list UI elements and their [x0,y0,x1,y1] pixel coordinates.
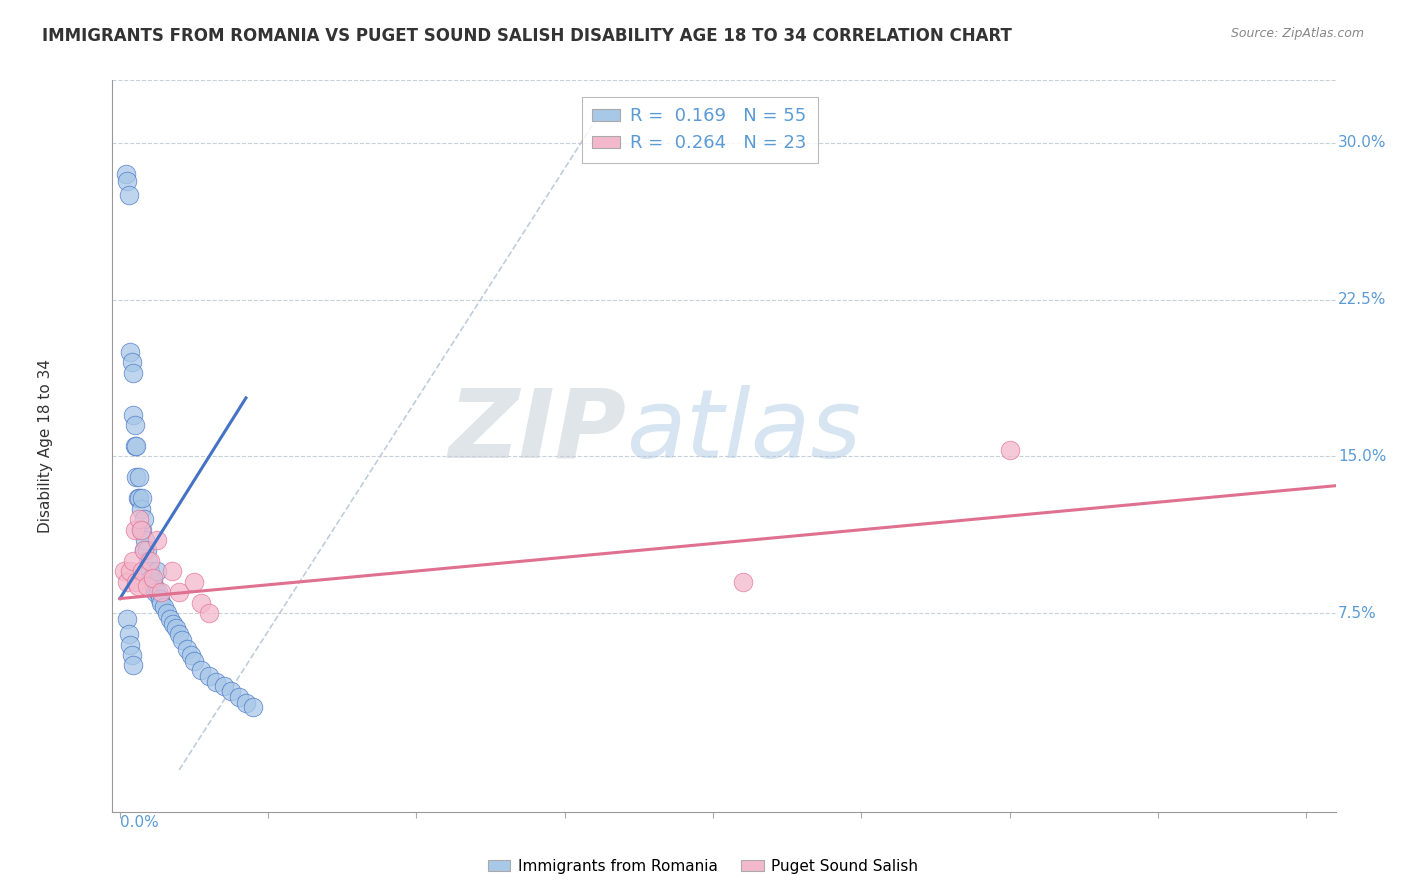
Point [143,579,166,593]
Point [172,633,194,648]
Text: ZIP: ZIP [449,384,626,478]
Point [122,554,145,568]
Point [153,599,176,614]
Text: 0.0%: 0.0% [120,815,159,830]
Point [190,663,212,677]
Point [114,167,136,181]
Point [731,574,754,589]
Point [219,683,242,698]
Point [146,533,169,547]
Point [132,543,155,558]
Point [135,579,157,593]
Point [134,533,156,547]
Point [176,641,198,656]
Point [120,345,142,359]
Point [124,418,146,433]
Text: 22.5%: 22.5% [1339,293,1386,307]
Point [128,470,150,484]
Text: atlas: atlas [626,384,862,478]
Point [160,565,183,579]
Point [129,523,152,537]
Point [159,612,181,626]
Point [124,523,146,537]
Point [198,606,221,620]
Point [112,565,135,579]
Point [128,512,150,526]
Point [165,621,187,635]
Text: 15.0%: 15.0% [1339,449,1386,464]
Point [122,366,145,380]
Point [125,439,148,453]
Point [127,579,149,593]
Point [198,669,221,683]
Point [205,675,228,690]
Point [145,585,167,599]
Point [183,654,205,668]
Point [148,585,170,599]
Point [156,606,179,620]
Point [122,658,145,673]
Point [228,690,250,704]
Point [149,591,172,606]
Point [117,173,139,187]
Text: Source: ZipAtlas.com: Source: ZipAtlas.com [1230,27,1364,40]
Point [122,408,145,422]
Legend: R =  0.169   N = 55, R =  0.264   N = 23: R = 0.169 N = 55, R = 0.264 N = 23 [582,96,818,163]
Point [129,501,152,516]
Point [131,491,153,506]
Text: IMMIGRANTS FROM ROMANIA VS PUGET SOUND SALISH DISABILITY AGE 18 TO 34 CORRELATIO: IMMIGRANTS FROM ROMANIA VS PUGET SOUND S… [42,27,1012,45]
Point [132,543,155,558]
Point [129,523,152,537]
Point [190,596,212,610]
Point [242,700,264,714]
Point [235,696,257,710]
Point [117,574,139,589]
Point [121,648,143,662]
Point [146,565,169,579]
Point [998,443,1021,458]
Text: 30.0%: 30.0% [1339,136,1386,151]
Point [135,543,157,558]
Point [180,648,202,662]
Point [136,554,159,568]
Point [131,565,153,579]
Point [131,523,153,537]
Point [138,554,160,568]
Legend: Immigrants from Romania, Puget Sound Salish: Immigrants from Romania, Puget Sound Sal… [481,853,925,880]
Point [125,470,148,484]
Point [124,439,146,453]
Point [150,585,173,599]
Point [128,491,150,506]
Point [141,574,163,589]
Point [139,571,162,585]
Point [167,585,190,599]
Point [132,512,155,526]
Point [141,571,163,585]
Point [127,491,149,506]
Point [162,616,184,631]
Text: Disability Age 18 to 34: Disability Age 18 to 34 [38,359,52,533]
Point [167,627,190,641]
Point [118,627,141,641]
Point [120,638,142,652]
Point [125,574,148,589]
Point [117,612,139,626]
Point [121,355,143,369]
Point [118,188,141,202]
Point [212,679,235,693]
Point [183,574,205,589]
Point [150,596,173,610]
Point [120,565,142,579]
Text: 7.5%: 7.5% [1339,606,1376,621]
Point [138,565,160,579]
